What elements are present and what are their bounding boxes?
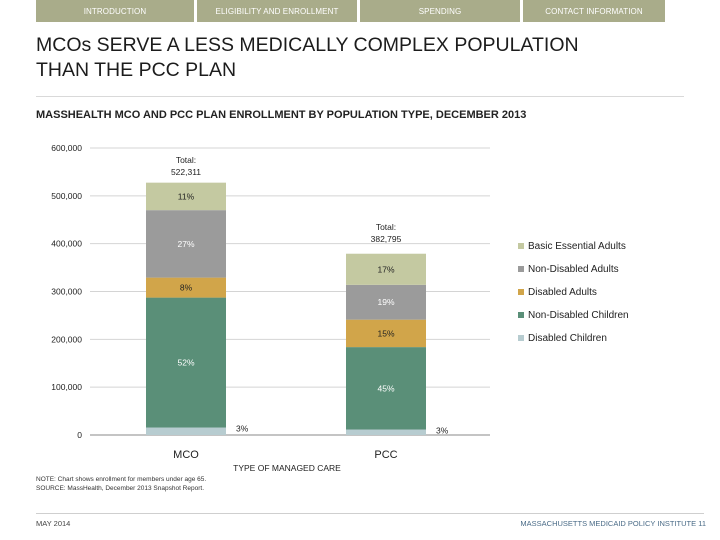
- data-label-mco-disabled-adults: 8%: [180, 283, 193, 293]
- bar-pcc-disabled-adults: [346, 319, 426, 348]
- footer-org-page: MASSACHUSETTS MEDICAID POLICY INSTITUTE …: [520, 519, 706, 528]
- bar-mco-basic-essential-adults: [146, 182, 226, 211]
- nav-tab-introduction[interactable]: INTRODUCTION: [36, 0, 194, 22]
- y-tick-label-100000: 100,000: [51, 382, 82, 392]
- chart-title: MASSHEALTH MCO AND PCC PLAN ENROLLMENT B…: [36, 109, 527, 121]
- data-label-pcc-basic-essential-adults: 17%: [377, 264, 394, 274]
- y-tick-label-600000: 600,000: [51, 143, 82, 153]
- y-tick-label-400000: 400,000: [51, 239, 82, 249]
- legend-swatch-disabled-children: [518, 335, 524, 341]
- chart-labels: 3% 52% 8% 27% 11% Total: 522,311 3% 45% 15% 19% 17%…: [171, 155, 449, 435]
- footer-date: MAY 2014: [36, 519, 71, 528]
- data-label-pcc-disabled-children: 3%: [436, 426, 449, 436]
- data-label-mco-basic-essential-adults: 11%: [178, 191, 195, 201]
- legend-swatch-disabled-adults: [518, 289, 524, 295]
- bar-pcc-non-disabled-adults: [346, 284, 426, 320]
- data-label-pcc-non-disabled-children: 45%: [377, 383, 394, 393]
- y-tick-label-300000: 300,000: [51, 287, 82, 297]
- legend-label-disabled-children: Disabled Children: [528, 333, 607, 344]
- nav-tab-eligibility-enrollment[interactable]: ELIGIBILITY AND ENROLLMENT: [197, 0, 357, 22]
- y-tick-label-500000: 500,000: [51, 191, 82, 201]
- y-tick-label-0: 0: [77, 430, 82, 440]
- page-title: MCOs SERVE A LESS MEDICALLY COMPLEX POPU…: [36, 33, 676, 83]
- bar-mco-disabled-adults: [146, 277, 226, 298]
- x-category-label-mco: MCO: [173, 449, 199, 461]
- bar-mco-non-disabled-children: [146, 297, 226, 428]
- legend-label-basic-essential-adults: Basic Essential Adults: [528, 241, 626, 252]
- chart-legend: Basic Essential Adults Non-Disabled Adult…: [518, 241, 629, 344]
- legend-label-non-disabled-adults: Non-Disabled Adults: [528, 264, 619, 275]
- page-title-line-2: THAN THE PCC PLAN: [36, 59, 237, 81]
- y-tick-label-200000: 200,000: [51, 334, 82, 344]
- data-label-pcc-non-disabled-adults: 19%: [377, 297, 394, 307]
- total-label-mco: Total: 522,311: [171, 155, 201, 177]
- bar-pcc-disabled-children: [346, 429, 426, 435]
- nav-tab-contact-information[interactable]: CONTACT INFORMATION: [523, 0, 665, 22]
- legend-label-disabled-adults: Disabled Adults: [528, 287, 597, 298]
- source-text: SOURCE: MassHealth, December 2013 Snapsh…: [36, 485, 204, 492]
- legend-swatch-non-disabled-adults: [518, 266, 524, 272]
- data-label-mco-non-disabled-children: 52%: [177, 358, 194, 368]
- bar-mco-disabled-children: [146, 427, 226, 435]
- chart-notes: NOTE: Chart shows enrollment for members…: [36, 475, 206, 493]
- title-divider: [36, 96, 684, 97]
- data-label-mco-non-disabled-adults: 27%: [177, 239, 194, 249]
- legend-swatch-basic-essential-adults: [518, 243, 524, 249]
- bar-pcc-non-disabled-children: [346, 347, 426, 430]
- note-text: NOTE: Chart shows enrollment for members…: [36, 476, 207, 483]
- nav-tab-spending[interactable]: SPENDING: [360, 0, 520, 22]
- legend-swatch-non-disabled-children: [518, 312, 524, 318]
- data-label-mco-disabled-children: 3%: [236, 424, 249, 434]
- total-label-pcc: Total: 382,795: [371, 222, 402, 244]
- bar-mco-non-disabled-adults: [146, 210, 226, 278]
- bar-pcc-basic-essential-adults: [346, 253, 426, 285]
- x-axis-title: TYPE OF MANAGED CARE: [233, 463, 341, 473]
- x-category-label-pcc: PCC: [374, 449, 397, 461]
- chart-bars: [146, 182, 426, 435]
- data-label-pcc-disabled-adults: 15%: [377, 328, 394, 338]
- footer-divider: [36, 513, 704, 514]
- legend-label-non-disabled-children: Non-Disabled Children: [528, 310, 629, 321]
- page-title-line-1: MCOs SERVE A LESS MEDICALLY COMPLEX POPU…: [36, 34, 579, 56]
